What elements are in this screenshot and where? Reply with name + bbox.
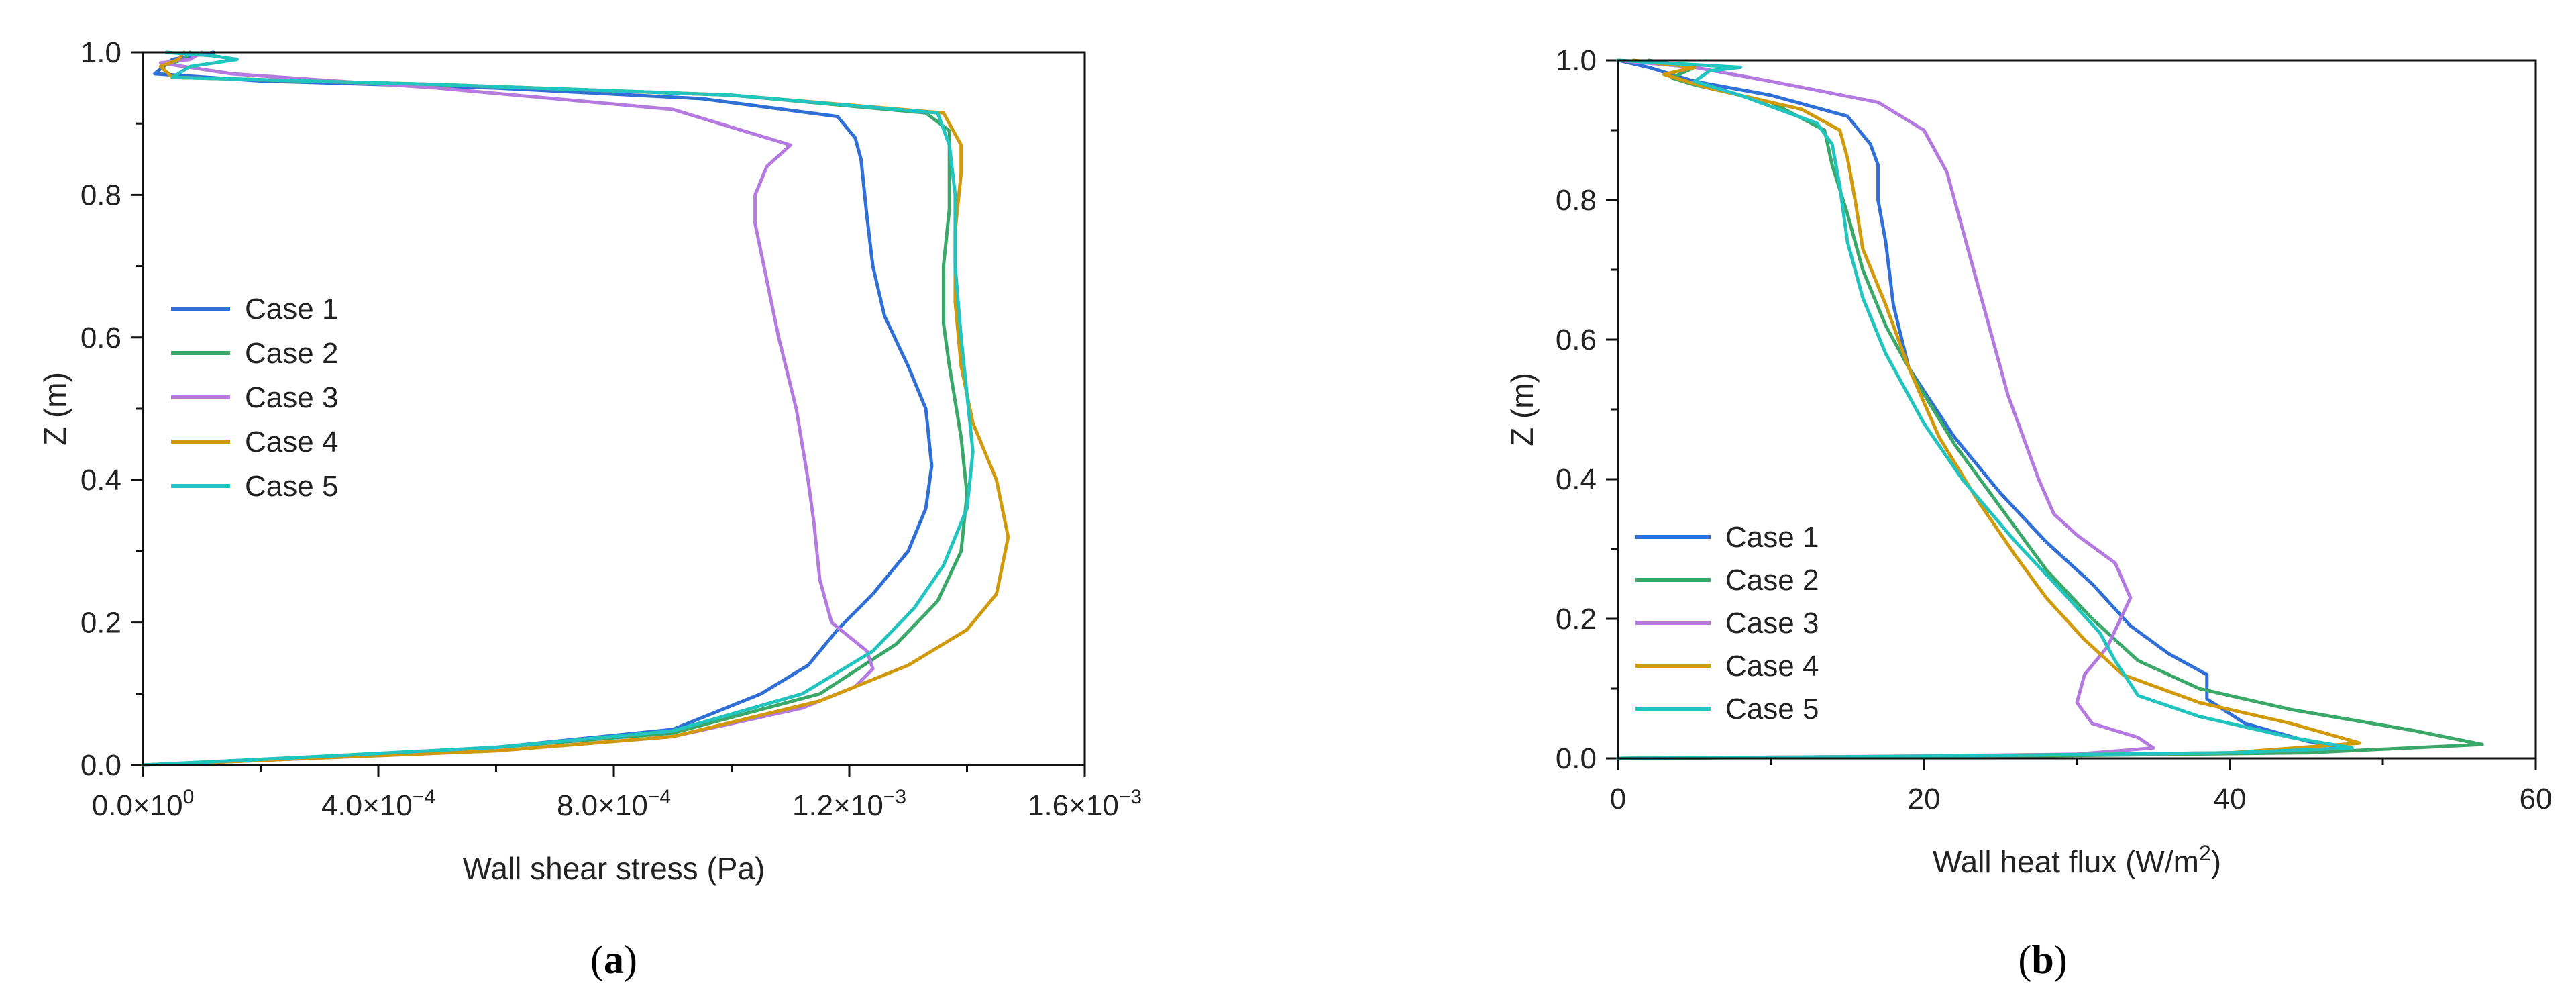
legend-label-case-4: Case 4 (245, 426, 338, 458)
y-tick-label: 0.8 (80, 179, 121, 211)
legend-label-case-5: Case 5 (1725, 693, 1819, 726)
y-tick-label: 0.6 (1556, 323, 1597, 356)
y-tick-label: 1.0 (1556, 44, 1597, 77)
plot-frame (1617, 59, 2537, 760)
axis-ticks (1606, 59, 2537, 770)
legend-label-case-2: Case 2 (1725, 564, 1819, 597)
series-lines (1616, 58, 2484, 760)
series-lines (141, 50, 1010, 767)
axis-ticks (131, 51, 1086, 777)
x-tick-label: 8.0×10−4 (557, 786, 671, 822)
x-axis-title: Wall heat flux (W/m2) (1933, 841, 2221, 879)
y-tick-label: 0.4 (80, 464, 121, 497)
series-line-case-4 (1616, 58, 2362, 760)
tick-labels: 0.0 0.2 0.4 0.6 0.8 1.0 0 20 40 60 (1556, 44, 2553, 815)
legend-label-case-1: Case 1 (1725, 521, 1819, 554)
legend-label-case-3: Case 3 (245, 381, 338, 414)
legend-label-case-2: Case 2 (245, 337, 338, 370)
y-tick-label: 0.4 (1556, 463, 1597, 496)
legend-label-case-1: Case 1 (245, 293, 338, 326)
series-line-case-5 (1616, 58, 2354, 760)
chart-panel-a: 0.0 0.2 0.4 0.6 0.8 1.0 0.0×100 4.0×10−4 8.0×10−… (38, 36, 1142, 982)
y-tick-label: 1.0 (80, 36, 121, 69)
x-tick-label: 20 (1908, 783, 1941, 815)
legend-label-case-5: Case 5 (245, 470, 338, 503)
x-axis-title: Wall shear stress (Pa) (463, 851, 765, 886)
panel-label-a: (a) (590, 938, 637, 982)
legend-label-case-4: Case 4 (1725, 650, 1819, 683)
legend: Case 1 Case 2 Case 3 Case 4 Case 5 (1635, 521, 1819, 726)
y-tick-label: 0.6 (80, 321, 121, 354)
y-tick-label: 0.0 (80, 749, 121, 782)
y-tick-label: 0.0 (1556, 742, 1597, 775)
x-tick-label: 0.0×100 (92, 786, 195, 822)
x-tick-label: 1.6×10−3 (1028, 786, 1142, 822)
legend-label-case-3: Case 3 (1725, 607, 1819, 640)
x-tick-label: 60 (2520, 783, 2553, 815)
plot-frame (142, 51, 1086, 766)
y-axis-title: Z (m) (38, 372, 72, 446)
y-tick-label: 0.8 (1556, 184, 1597, 217)
y-axis-title: Z (m) (1505, 372, 1540, 446)
series-line-case-5 (141, 50, 975, 767)
y-tick-label: 0.2 (1556, 603, 1597, 636)
series-line-case-3 (1616, 58, 2155, 760)
panel-label-b: (b) (2018, 938, 2067, 982)
x-tick-label: 40 (2214, 783, 2247, 815)
x-tick-label: 4.0×10−4 (321, 786, 435, 822)
tick-labels: 0.0 0.2 0.4 0.6 0.8 1.0 0.0×100 4.0×10−4 8.0×10−… (80, 36, 1142, 822)
x-tick-label: 1.2×10−3 (792, 786, 906, 822)
x-tick-label: 0 (1610, 783, 1626, 815)
y-tick-label: 0.2 (80, 607, 121, 640)
legend: Case 1 Case 2 Case 3 Case 4 Case 5 (171, 293, 338, 503)
